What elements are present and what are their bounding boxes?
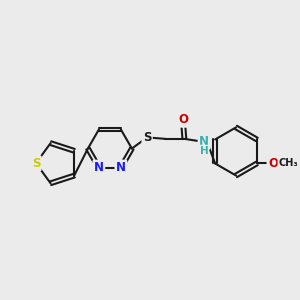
Text: S: S bbox=[32, 157, 40, 170]
Text: O: O bbox=[268, 157, 278, 170]
Text: N: N bbox=[94, 161, 104, 174]
Text: O: O bbox=[178, 113, 188, 126]
Text: CH₃: CH₃ bbox=[278, 158, 298, 169]
Text: H: H bbox=[200, 146, 208, 156]
Text: N: N bbox=[199, 135, 209, 148]
Text: S: S bbox=[143, 131, 152, 144]
Text: N: N bbox=[116, 161, 126, 174]
